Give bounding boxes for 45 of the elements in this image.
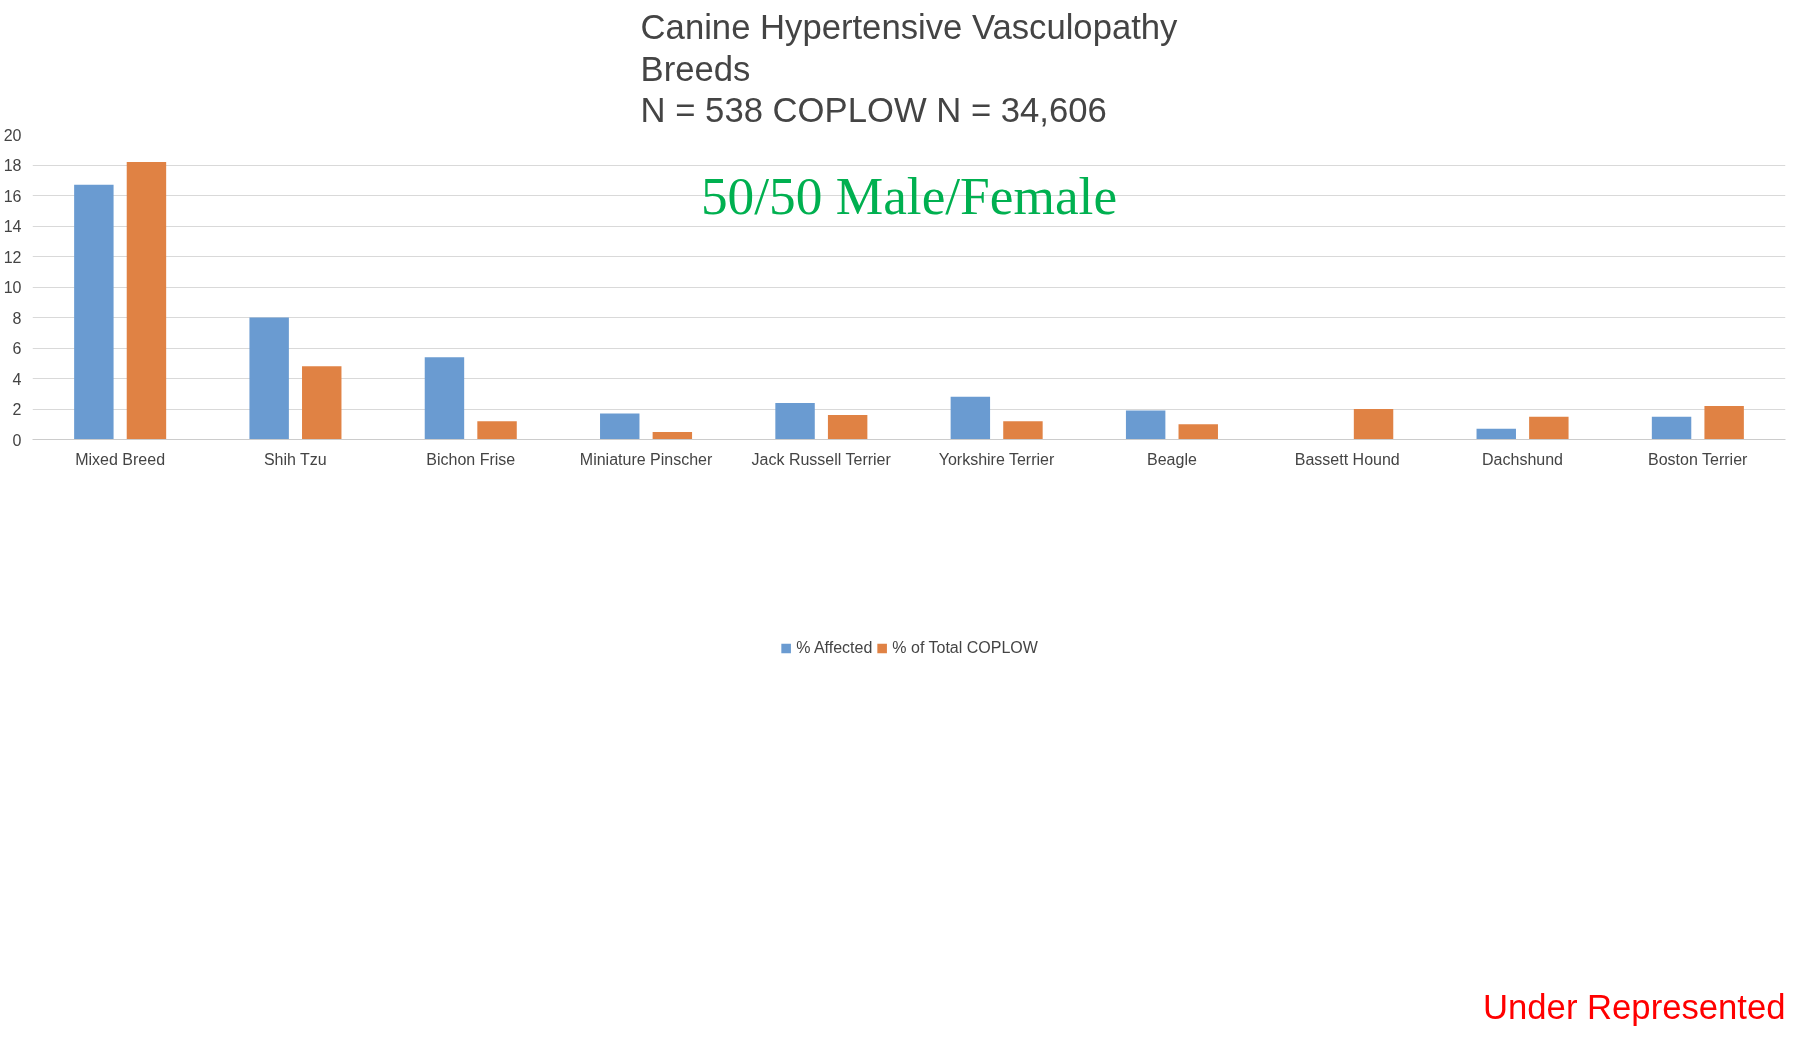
x-tick-label: Boston Terrier [1648,450,1749,468]
bar [600,413,640,440]
y-tick-label: 14 [3,218,22,235]
bar [126,161,167,440]
bar [1125,410,1166,440]
bar [302,366,342,440]
bar [424,357,465,440]
x-tick-label: Mixed Breed [75,450,166,468]
bar [652,431,693,440]
y-tick-label: 16 [3,187,22,205]
x-tick-label: Beagle [1147,450,1197,468]
y-tick-label: 20 [3,126,22,144]
bar [950,396,991,440]
x-tick-label: Miniature Pinscher [579,450,713,468]
legend-label: % of Total COPLOW [892,639,1038,657]
bar [1476,428,1516,440]
annotation: 50/50 Male/Female [700,166,1118,226]
bar [775,402,815,440]
y-tick-label: 2 [12,401,22,418]
x-tick-label: Jack Russell Terrier [751,450,892,468]
bar [1178,424,1218,440]
bar [827,415,868,440]
y-tick-label: 8 [12,309,22,327]
y-tick-label: 18 [3,157,22,174]
bar [1003,421,1043,440]
y-tick-label: 4 [12,370,22,388]
text: Under Represented [1483,987,1786,1026]
bar [477,421,517,440]
y-tick-label: 6 [12,340,22,357]
bar [1529,416,1569,440]
y-tick-label: 10 [3,279,22,296]
bar [1704,405,1744,440]
y-tick-label: 12 [3,248,22,266]
x-tick-label: Bassett Hound [1294,450,1400,468]
y-tick-label: 0 [12,431,22,449]
bar [1651,416,1692,440]
x-tick-label: Shih Tzu [263,450,327,468]
x-tick-label: Dachshund [1482,450,1564,468]
x-tick-label: Bichon Frise [426,450,516,468]
legend-label: % Affected [796,639,873,657]
bar [74,184,114,440]
bar [249,317,289,440]
chart-title: Canine Hypertensive Vasculopathy Breeds N = 538 COPLOW N = 34,606 [640,7,1179,130]
bar [1353,409,1394,440]
x-tick-label: Yorkshire Terrier [938,450,1055,468]
